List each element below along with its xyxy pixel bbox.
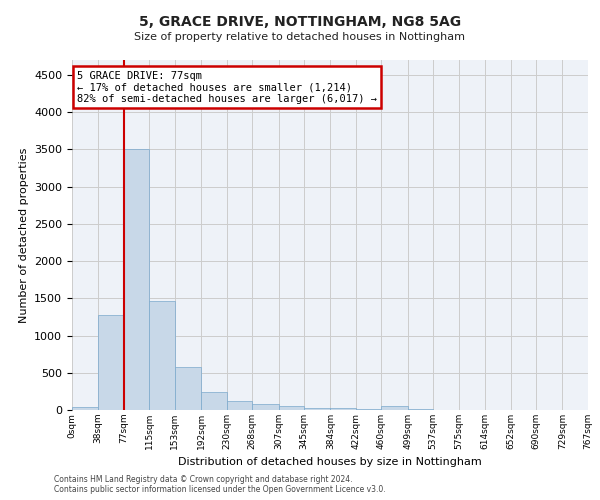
Bar — [98, 316, 124, 410]
Text: Size of property relative to detached houses in Nottingham: Size of property relative to detached ho… — [134, 32, 466, 42]
Bar — [278, 406, 304, 410]
Text: Contains HM Land Registry data © Crown copyright and database right 2024.: Contains HM Land Registry data © Crown c… — [54, 475, 353, 484]
Bar — [72, 407, 98, 410]
X-axis label: Distribution of detached houses by size in Nottingham: Distribution of detached houses by size … — [178, 458, 482, 468]
Text: Contains public sector information licensed under the Open Government Licence v3: Contains public sector information licen… — [54, 484, 386, 494]
Bar — [124, 150, 149, 410]
Bar — [252, 404, 278, 410]
Bar — [149, 300, 175, 410]
Bar — [304, 408, 331, 410]
Text: 5 GRACE DRIVE: 77sqm
← 17% of detached houses are smaller (1,214)
82% of semi-de: 5 GRACE DRIVE: 77sqm ← 17% of detached h… — [77, 70, 377, 104]
Bar — [201, 392, 227, 410]
Bar — [227, 401, 252, 410]
Y-axis label: Number of detached properties: Number of detached properties — [19, 148, 29, 322]
Bar — [382, 406, 408, 410]
Bar — [175, 367, 201, 410]
Text: 5, GRACE DRIVE, NOTTINGHAM, NG8 5AG: 5, GRACE DRIVE, NOTTINGHAM, NG8 5AG — [139, 15, 461, 29]
Bar — [356, 408, 382, 410]
Bar — [331, 408, 356, 410]
